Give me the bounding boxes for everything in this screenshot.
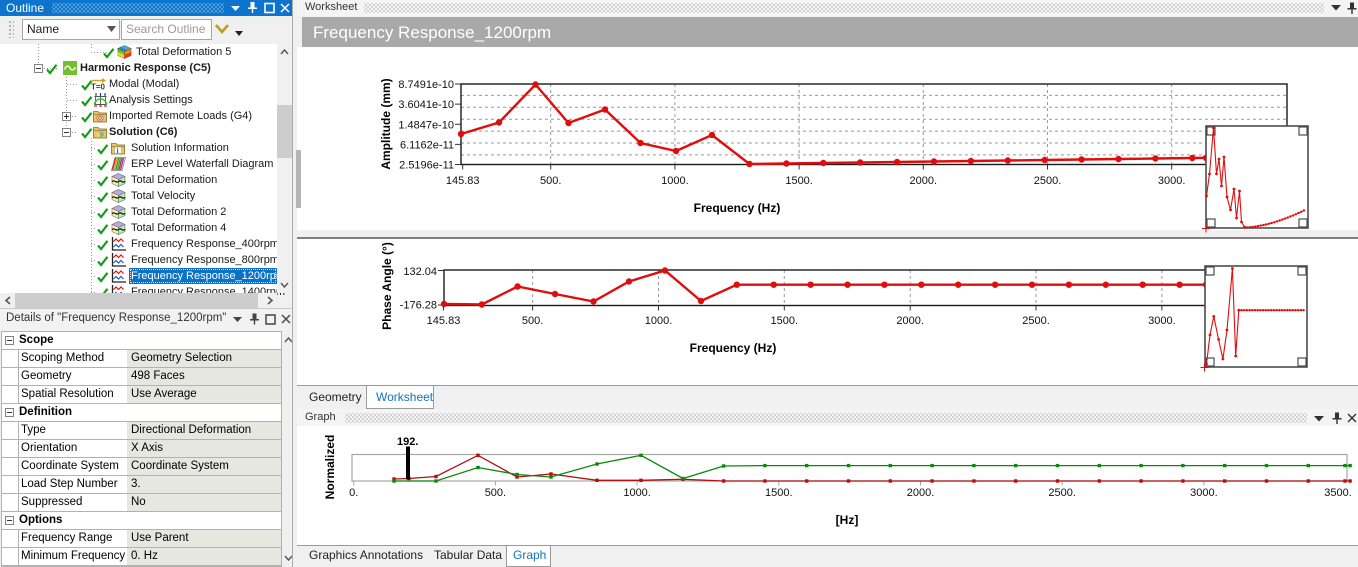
svg-text:6.1162e-11: 6.1162e-11 (400, 139, 454, 151)
svg-text:2.5196e-11: 2.5196e-11 (399, 160, 454, 172)
svg-text:1500.: 1500. (771, 315, 799, 327)
svg-text:2500.: 2500. (1034, 175, 1062, 187)
svg-text:1000.: 1000. (661, 175, 689, 187)
svg-text:145.83: 145.83 (446, 175, 480, 187)
svg-text:-176.28: -176.28 (400, 300, 437, 312)
svg-text:2000.: 2000. (896, 315, 924, 327)
svg-text:Amplitude (mm): Amplitude (mm) (379, 78, 393, 169)
svg-text:1500.: 1500. (785, 175, 813, 187)
svg-text:1.4847e-10: 1.4847e-10 (398, 119, 454, 131)
svg-text:[Hz]: [Hz] (836, 513, 859, 527)
svg-text:500.: 500. (522, 315, 543, 327)
svg-text:1000.: 1000. (645, 315, 673, 327)
svg-text:3.6041e-10: 3.6041e-10 (398, 99, 454, 111)
svg-text:3000.: 3000. (1148, 315, 1176, 327)
svg-text:Phase Angle (°): Phase Angle (°) (380, 242, 394, 330)
svg-text:1500.: 1500. (765, 487, 793, 499)
svg-text:Frequency (Hz): Frequency (Hz) (694, 201, 781, 215)
svg-text:3500.: 3500. (1324, 487, 1352, 499)
svg-text:T=0: T=0 (91, 83, 106, 92)
svg-text:3000.: 3000. (1158, 175, 1186, 187)
svg-text:145.83: 145.83 (427, 315, 461, 327)
svg-text:2000.: 2000. (910, 175, 938, 187)
svg-text:2500.: 2500. (1022, 315, 1050, 327)
svg-text:0.: 0. (349, 487, 358, 499)
svg-text:500.: 500. (485, 487, 506, 499)
svg-text:i: i (117, 146, 119, 155)
svg-text:1000.: 1000. (623, 487, 651, 499)
svg-text:Normalized: Normalized (323, 435, 337, 500)
svg-text:192.: 192. (397, 436, 418, 448)
svg-text:132.04: 132.04 (403, 266, 437, 278)
svg-text:2000.: 2000. (907, 487, 935, 499)
svg-text:3000.: 3000. (1190, 487, 1218, 499)
svg-text:2500.: 2500. (1048, 487, 1076, 499)
svg-text:Frequency (Hz): Frequency (Hz) (690, 341, 777, 355)
svg-text:8.7491e-10: 8.7491e-10 (398, 79, 454, 91)
svg-text:500.: 500. (540, 175, 561, 187)
